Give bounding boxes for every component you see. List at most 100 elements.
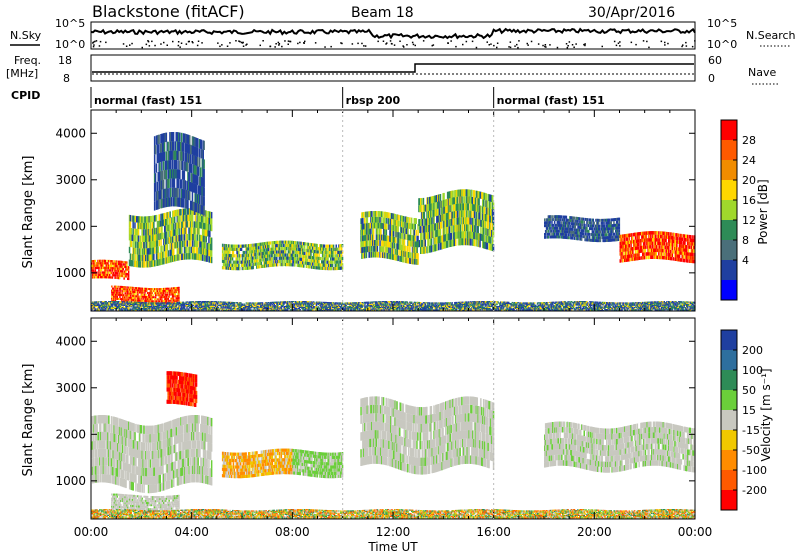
echo-cell	[663, 245, 665, 249]
echo-cell	[452, 191, 454, 198]
nsearch-tick-bottom: 10^0	[707, 38, 737, 51]
echo-cell	[484, 235, 486, 242]
echo-cell	[619, 221, 621, 224]
echo-cell	[664, 249, 666, 253]
echo-cell	[483, 227, 485, 234]
echo-cell	[247, 251, 249, 254]
nsearch-dot	[493, 45, 495, 47]
echo-cell	[111, 296, 113, 298]
nsearch-dot	[229, 42, 231, 44]
nsearch-dot	[93, 41, 95, 43]
echo-cell	[599, 219, 601, 222]
echo-cell	[285, 250, 287, 253]
echo-cell	[554, 233, 556, 236]
echo-cell	[161, 190, 163, 199]
echo-cell	[618, 238, 620, 241]
echo-cell	[153, 222, 155, 228]
echo-cell	[584, 235, 586, 238]
echo-cell	[211, 250, 213, 256]
echo-cell	[159, 240, 161, 246]
echo-cell	[320, 257, 322, 260]
nsearch-dot	[179, 46, 181, 48]
echo-cell	[303, 258, 305, 261]
echo-cell	[181, 133, 183, 142]
nsearch-dot	[172, 41, 174, 43]
echo-cell	[454, 218, 456, 225]
nsearch-dot	[260, 45, 262, 47]
echo-cell	[602, 222, 604, 225]
echo-cell	[125, 271, 127, 273]
echo-cell	[126, 275, 128, 277]
nsearch-dot	[242, 42, 244, 44]
echo-cell	[197, 148, 199, 157]
echo-cell	[464, 210, 466, 217]
echo-cell	[559, 221, 561, 224]
echo-cell	[173, 141, 175, 150]
echo-cell	[187, 200, 189, 209]
echo-cell	[593, 230, 595, 233]
echo-cell	[111, 286, 113, 288]
nsearch-dot	[377, 41, 379, 43]
nsky-series	[91, 29, 695, 38]
echo-cell	[170, 179, 172, 188]
nsearch-dot	[330, 46, 332, 48]
echo-cell	[282, 263, 284, 266]
echo-cell	[122, 270, 124, 272]
nsearch-dot	[192, 42, 194, 44]
echo-cell	[163, 180, 165, 189]
echo-cell	[249, 254, 251, 257]
echo-cell	[373, 228, 375, 234]
echo-cell	[182, 161, 184, 170]
echo-cell	[574, 237, 576, 240]
echo-cell	[388, 247, 390, 253]
echo-cell	[209, 231, 211, 237]
echo-cell	[293, 251, 295, 254]
echo-cell	[177, 229, 179, 235]
echo-cell	[422, 219, 424, 226]
echo-cell	[572, 237, 574, 240]
echo-cell	[141, 298, 143, 300]
nsearch-dot	[423, 40, 425, 42]
echo-cell	[142, 288, 144, 290]
echo-cell	[331, 267, 333, 270]
echo-cell	[170, 160, 172, 169]
echo-cell	[306, 255, 308, 258]
echo-cell	[130, 289, 132, 291]
nsearch-dot	[163, 42, 165, 44]
echo-cell	[561, 215, 563, 218]
echo-cell	[179, 222, 181, 228]
echo-cell	[337, 248, 339, 251]
echo-cell	[282, 260, 284, 263]
echo-cell	[679, 255, 681, 259]
echo-cell	[415, 236, 417, 242]
echo-cell	[145, 294, 147, 296]
echo-cell	[551, 230, 553, 233]
cpid-label: CPID	[11, 89, 40, 102]
echo-cell	[673, 250, 675, 254]
echo-cell	[117, 265, 119, 267]
echo-cell	[326, 264, 328, 267]
echo-cell	[295, 257, 297, 260]
echo-cell	[102, 301, 104, 302]
echo-cell	[96, 274, 98, 276]
echo-cell	[672, 243, 674, 247]
echo-cell	[197, 241, 199, 247]
echo-cell	[269, 254, 271, 257]
echo-cell	[487, 201, 489, 208]
echo-cell	[135, 291, 137, 293]
echo-cell	[119, 277, 121, 279]
echo-cell	[144, 292, 146, 294]
echo-cell	[168, 212, 170, 218]
echo-cell	[370, 229, 372, 235]
echo-cell	[132, 228, 134, 234]
echo-cell	[151, 298, 153, 300]
nsearch-dot	[154, 45, 156, 47]
echo-cell	[251, 253, 253, 256]
echo-cell	[317, 250, 319, 253]
echo-cell	[656, 245, 658, 249]
echo-cell	[114, 260, 116, 262]
echo-cell	[274, 254, 276, 257]
echo-cell	[438, 243, 440, 250]
echo-cell	[254, 250, 256, 253]
echo-cell	[324, 245, 326, 248]
